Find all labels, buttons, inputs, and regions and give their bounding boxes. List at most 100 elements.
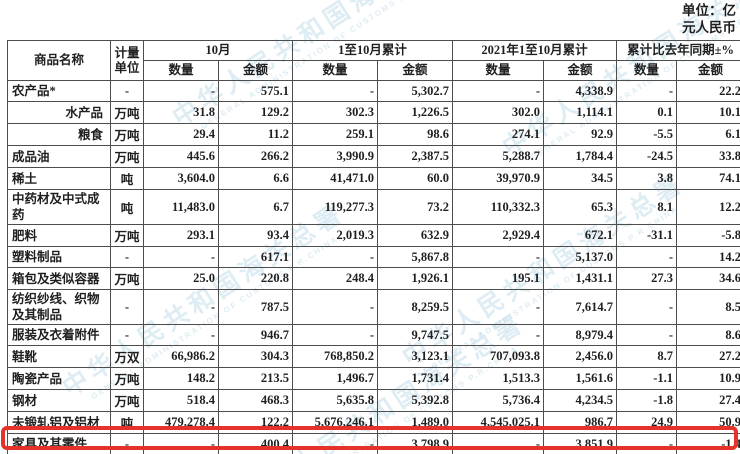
value-cell: -: [292, 324, 379, 346]
value-cell: 1,489.0: [377, 411, 454, 434]
measurement-unit: 吨: [110, 411, 144, 434]
value-cell: 5,137.0: [543, 246, 618, 268]
value-cell: -1.1: [616, 367, 678, 390]
value-cell: -: [292, 289, 379, 325]
commodity-name: 服装及衣着附件: [7, 324, 111, 346]
value-cell: 29.4: [143, 123, 219, 146]
value-cell: -: [452, 246, 545, 268]
value-cell: 304.3: [217, 345, 294, 368]
value-cell: 34.5: [543, 167, 618, 190]
value-cell: 1,114.1: [543, 101, 618, 124]
value-cell: 60.0: [377, 167, 454, 190]
value-cell: 220.8: [217, 267, 294, 290]
table-row: 服装及衣着附件 - -946.7-9,747.5-8,979.4-8.6: [7, 324, 740, 346]
value-cell: 302.0: [452, 101, 545, 124]
value-cell: -: [143, 289, 219, 325]
value-cell: 1,731.4: [377, 367, 454, 390]
value-cell: 27.4: [676, 389, 740, 412]
commodity-name: 农产品*: [7, 80, 111, 102]
value-cell: 33.8: [676, 145, 740, 168]
value-cell: -: [292, 433, 379, 454]
measurement-unit: 吨: [110, 167, 144, 190]
value-cell: 14.2: [676, 246, 740, 268]
commodity-statistics-table: 商品名称 计量单位 10月 1至10月累计 2021年1至10月累计 累计比去年…: [7, 40, 740, 454]
commodity-name: 水产品: [7, 101, 111, 124]
value-cell: 129.2: [217, 101, 294, 124]
value-cell: 248.4: [292, 267, 379, 290]
value-cell: 27.3: [616, 267, 678, 290]
value-cell: 1,226.5: [377, 101, 454, 124]
commodity-name: 箱包及类似容器: [7, 267, 111, 290]
value-cell: 6.6: [217, 167, 294, 190]
unit-note-line1: 单位：亿: [682, 3, 736, 18]
value-cell: 4,338.9: [543, 80, 618, 102]
value-cell: 25.0: [143, 267, 219, 290]
commodity-name: 粮食: [7, 123, 111, 146]
measurement-unit: 万吨: [110, 389, 144, 412]
value-cell: 5,392.8: [377, 389, 454, 412]
value-cell: 8.1: [616, 189, 678, 225]
value-cell: 66,986.2: [143, 345, 219, 368]
header-commodity: 商品名称: [7, 40, 111, 81]
value-cell: 1,496.7: [292, 367, 379, 390]
value-cell: 93.4: [217, 224, 294, 247]
value-cell: -: [143, 246, 219, 268]
value-cell: 41,471.0: [292, 167, 379, 190]
header-qty: 数量: [452, 60, 545, 81]
value-cell: 3,123.1: [377, 345, 454, 368]
value-cell: 5,867.8: [377, 246, 454, 268]
value-cell: -: [143, 433, 219, 454]
value-cell: 2,019.3: [292, 224, 379, 247]
header-unit: 计量单位: [110, 40, 144, 81]
value-cell: -: [143, 80, 219, 102]
value-cell: 3,990.9: [292, 145, 379, 168]
value-cell: 22.2: [676, 80, 740, 102]
value-cell: 3,798.9: [377, 433, 454, 454]
value-cell: 2,387.5: [377, 145, 454, 168]
value-cell: 50.9: [676, 411, 740, 434]
value-cell: 8,979.4: [543, 324, 618, 346]
value-cell: 2,929.4: [452, 224, 545, 247]
commodity-name: 未锻轧铝及铝材: [7, 411, 111, 434]
value-cell: -: [616, 246, 678, 268]
value-cell: -: [616, 324, 678, 346]
value-cell: 10.9: [676, 367, 740, 390]
measurement-unit: -: [110, 433, 144, 454]
value-cell: 5,676,246.1: [292, 411, 379, 434]
value-cell: 632.9: [377, 224, 454, 247]
value-cell: -: [452, 433, 545, 454]
value-cell: 266.2: [217, 145, 294, 168]
value-cell: 1,784.4: [543, 145, 618, 168]
measurement-unit: 万双: [110, 345, 144, 368]
measurement-unit: 万吨: [110, 145, 144, 168]
value-cell: 5,635.8: [292, 389, 379, 412]
value-cell: -: [452, 289, 545, 325]
value-cell: -1.8: [616, 389, 678, 412]
commodity-name: 中药材及中式成药: [7, 189, 111, 225]
table-row: 塑料制品 - -617.1-5,867.8-5,137.0-14.2: [7, 246, 740, 268]
commodity-name: 肥料: [7, 224, 111, 247]
value-cell: 3.8: [616, 167, 678, 190]
table-row: 农产品* - -575.1-5,302.7-4,338.9-22.2: [7, 80, 740, 102]
value-cell: 617.1: [217, 246, 294, 268]
value-cell: 3,851.9: [543, 433, 618, 454]
value-cell: 787.5: [217, 289, 294, 325]
table-header: 商品名称 计量单位 10月 1至10月累计 2021年1至10月累计 累计比去年…: [7, 40, 740, 81]
commodity-name: 钢材: [7, 389, 111, 412]
header-qty: 数量: [143, 60, 219, 81]
table-row: 成品油 万吨 445.6 266.2 3,990.9 2,387.5 5,288.7 1,78…: [7, 145, 740, 168]
value-cell: 11,483.0: [143, 189, 219, 225]
value-cell: 5,288.7: [452, 145, 545, 168]
header-qty: 数量: [616, 60, 678, 81]
commodity-name: 纺织纱线、织物及其制品: [7, 289, 111, 325]
value-cell: 5,736.4: [452, 389, 545, 412]
value-cell: 195.1: [452, 267, 545, 290]
value-cell: 24.9: [616, 411, 678, 434]
value-cell: -: [452, 324, 545, 346]
value-cell: 468.3: [217, 389, 294, 412]
measurement-unit: 万吨: [110, 267, 144, 290]
value-cell: 259.1: [292, 123, 379, 146]
table-row: 陶瓷产品 万吨 148.2 213.5 1,496.7 1,731.4 1,513.3 1,5…: [7, 367, 740, 390]
table-body: 农产品* - -575.1-5,302.7-4,338.9-22.2 水产品 万吨 31.…: [7, 80, 740, 454]
